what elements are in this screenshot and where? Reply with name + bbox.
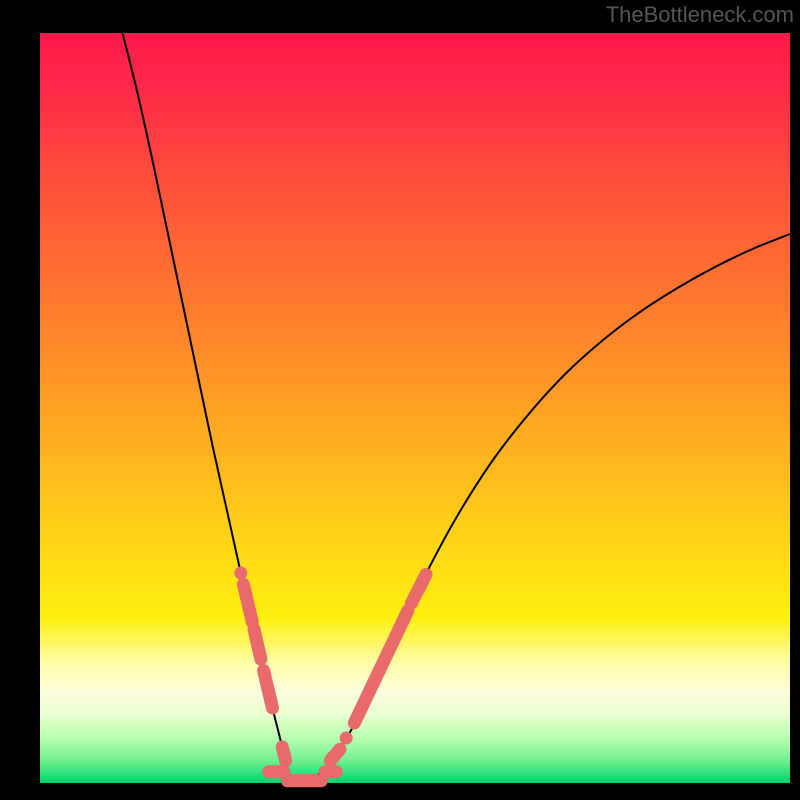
data-point-dot [420,568,433,581]
chart-plot-area [40,33,790,783]
data-point-dot [240,589,253,602]
data-point-dot [400,608,413,621]
data-point-cluster [282,747,285,761]
data-point-dot [325,753,338,766]
chart-root: TheBottleneck.com [0,0,800,800]
data-point-dot [234,567,247,580]
bottleneck-chart-svg [0,0,800,800]
data-point-cluster [254,629,261,659]
data-point-cluster [264,671,273,709]
watermark-text: TheBottleneck.com [600,0,800,32]
data-point-dot [340,732,353,745]
